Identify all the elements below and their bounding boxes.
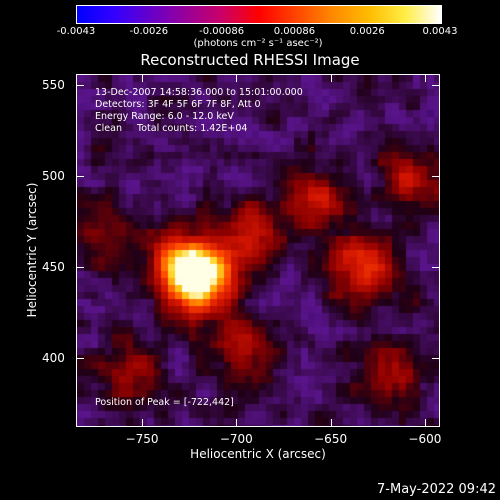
y-tick-mark [432,175,440,177]
y-tick-mark [76,175,84,177]
x-tick-mark [330,419,332,427]
y-tick-label: 500 [42,168,65,183]
info-energy-range: Energy Range: 6.0 - 12.0 keV [95,111,234,122]
y-tick-mark [76,266,84,268]
x-axis-title: Heliocentric X (arcsec) [190,447,326,461]
info-detectors: Detectors: 3F 4F 5F 6F 7F 8F, Att 0 [95,99,261,110]
colorbar-tick-label: -0.00086 [199,26,245,37]
y-tick-mark [76,357,84,359]
y-tick-mark [432,357,440,359]
y-tick-mark [432,266,440,268]
x-tick-label: −700 [219,432,253,446]
x-tick-label: −600 [408,432,442,446]
x-tick-mark [236,74,238,82]
colorbar-tick-label: -0.0043 [56,26,96,37]
x-tick-mark [330,74,332,82]
colorbar [76,5,442,24]
y-tick-label: 550 [42,77,65,92]
x-tick-label: −650 [314,432,348,446]
info-time-range: 13-Dec-2007 14:58:36.000 to 15:01:00.000 [95,87,303,98]
x-tick-mark [236,419,238,427]
y-tick-mark [76,84,84,86]
y-tick-label: 400 [42,350,65,365]
x-tick-mark [142,419,143,427]
y-tick-label: 450 [42,259,65,274]
timestamp: 7-May-2022 09:42 [377,482,496,497]
y-tick-mark [432,84,440,86]
y-axis-title: Heliocentric Y (arcsec) [25,182,39,318]
peak-position-label: Position of Peak = [-722,442] [95,397,234,408]
x-tick-mark [424,74,426,82]
colorbar-units-label: (photons cm⁻² s⁻¹ asec⁻²) [193,38,323,49]
x-tick-mark [142,74,143,82]
colorbar-tick-label: -0.0026 [129,26,169,37]
colorbar-tick-label: 0.0043 [422,26,458,37]
x-tick-mark [424,419,426,427]
info-clean-counts: Clean Total counts: 1.42E+04 [95,123,248,134]
plot-title: Reconstructed RHESSI Image [140,51,360,69]
image-panel: 13-Dec-2007 14:58:36.000 to 15:01:00.000… [76,74,440,427]
colorbar-tick-label: 0.00086 [273,26,316,37]
colorbar-tick-label: 0.0026 [349,26,385,37]
x-tick-label: −750 [125,432,159,446]
heatmap [77,75,439,426]
